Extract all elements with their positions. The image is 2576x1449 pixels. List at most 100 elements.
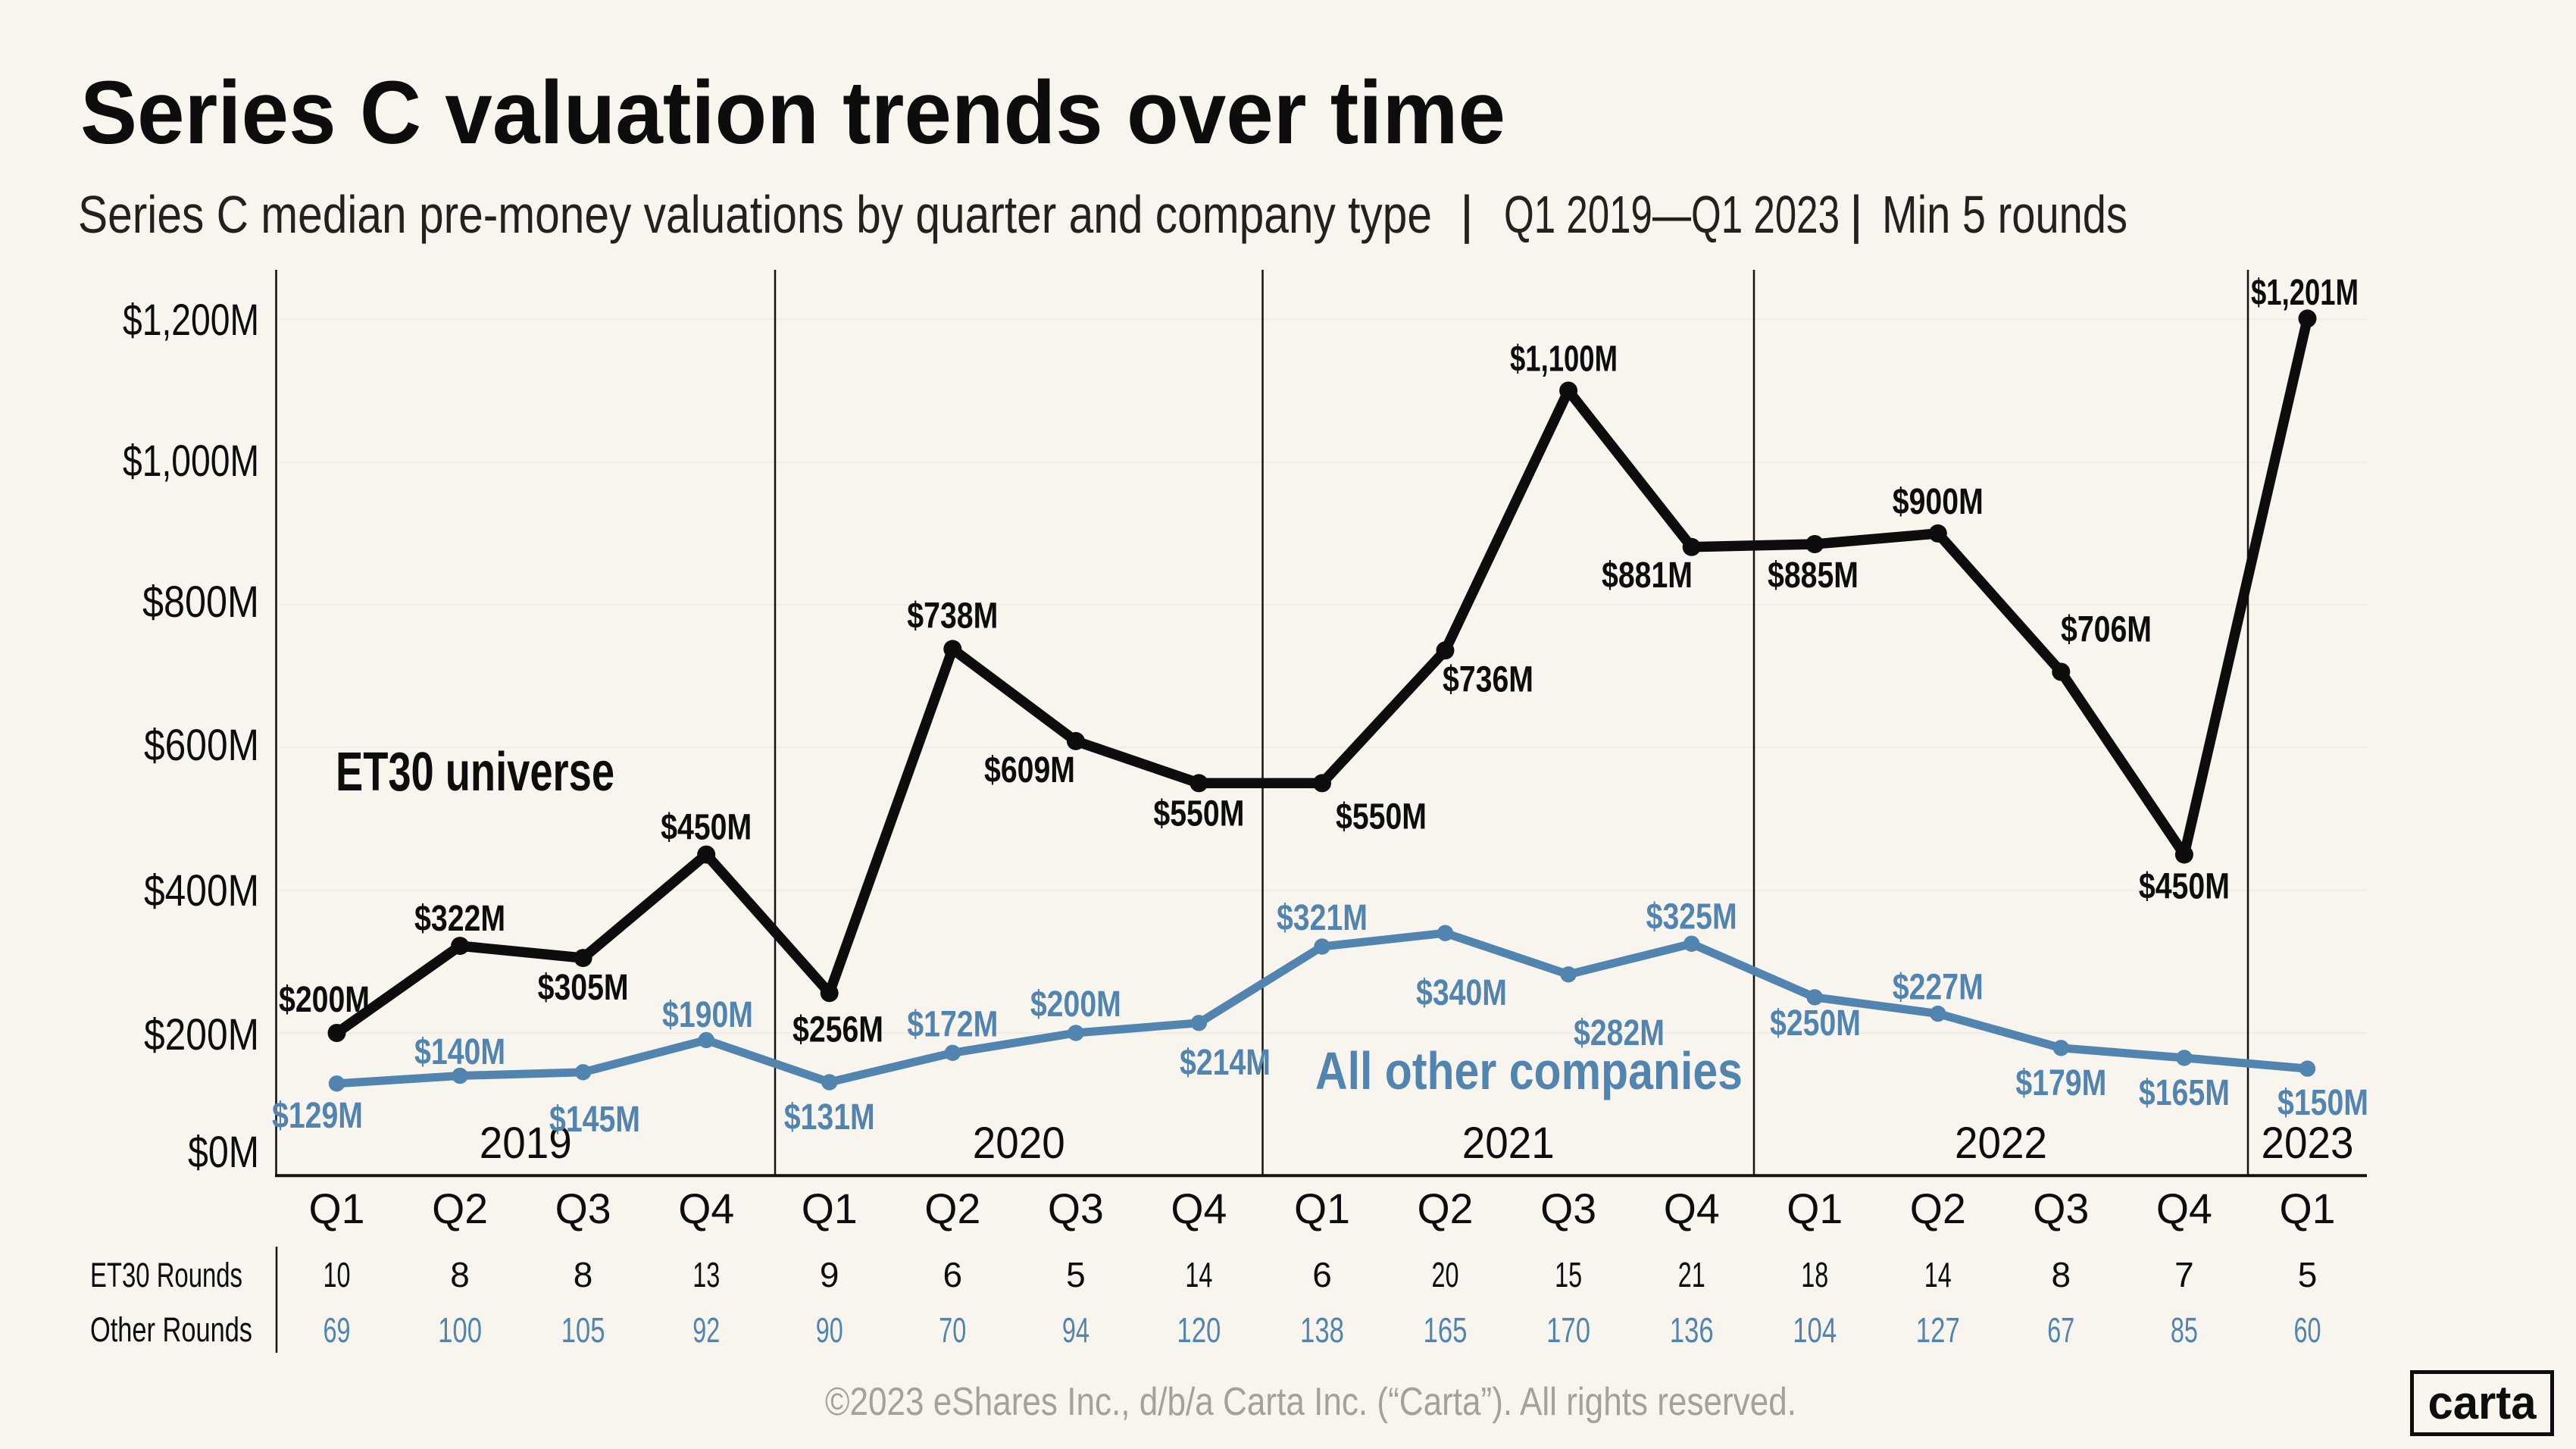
- svg-text:$450M: $450M: [661, 808, 752, 848]
- svg-text:15: 15: [1555, 1255, 1582, 1294]
- svg-text:18: 18: [1801, 1255, 1828, 1294]
- svg-text:$1,000M: $1,000M: [123, 437, 259, 486]
- svg-text:94: 94: [1062, 1310, 1089, 1350]
- svg-text:$609M: $609M: [984, 750, 1075, 790]
- svg-text:$340M: $340M: [1416, 973, 1507, 1013]
- svg-text:$140M: $140M: [414, 1032, 505, 1072]
- svg-text:$145M: $145M: [549, 1100, 640, 1140]
- svg-text:2023: 2023: [2262, 1119, 2354, 1168]
- svg-text:$550M: $550M: [1336, 796, 1427, 837]
- svg-text:carta: carta: [2428, 1377, 2537, 1429]
- svg-text:2020: 2020: [973, 1119, 1065, 1168]
- svg-text:Q4: Q4: [1171, 1185, 1227, 1232]
- svg-text:Q1: Q1: [802, 1185, 858, 1232]
- svg-text:Q2: Q2: [924, 1185, 980, 1232]
- svg-text:$165M: $165M: [2139, 1073, 2230, 1113]
- svg-text:Q1: Q1: [1787, 1185, 1843, 1232]
- svg-text:127: 127: [1916, 1310, 1960, 1350]
- svg-text:69: 69: [324, 1310, 351, 1350]
- svg-text:8: 8: [450, 1255, 470, 1294]
- svg-text:10: 10: [324, 1255, 351, 1294]
- svg-text:Q2: Q2: [1910, 1185, 1966, 1232]
- svg-text:$1,201M: $1,201M: [2251, 273, 2359, 313]
- svg-text:All other companies: All other companies: [1315, 1041, 1743, 1100]
- svg-text:2022: 2022: [1955, 1119, 2047, 1168]
- svg-text:$550M: $550M: [1153, 793, 1244, 834]
- svg-text:Q4: Q4: [678, 1185, 734, 1232]
- svg-text:5: 5: [2298, 1255, 2318, 1294]
- svg-text:$200M: $200M: [144, 1010, 259, 1059]
- svg-text:8: 8: [2052, 1255, 2071, 1294]
- svg-text:Series C median pre-money valu: Series C median pre-money valuations by …: [78, 185, 1432, 244]
- svg-text:21: 21: [1678, 1255, 1705, 1294]
- svg-text:2019: 2019: [480, 1119, 572, 1168]
- svg-text:$227M: $227M: [1893, 968, 1984, 1008]
- svg-text:Q3: Q3: [1048, 1185, 1104, 1232]
- svg-text:Q2: Q2: [1418, 1185, 1474, 1232]
- svg-text:$450M: $450M: [2139, 867, 2230, 907]
- svg-text:105: 105: [561, 1310, 605, 1350]
- svg-text:90: 90: [816, 1310, 843, 1350]
- svg-text:$214M: $214M: [1180, 1043, 1271, 1083]
- svg-text:$322M: $322M: [414, 899, 505, 939]
- svg-text:$800M: $800M: [142, 577, 259, 627]
- svg-text:60: 60: [2294, 1310, 2321, 1350]
- svg-text:136: 136: [1670, 1310, 1714, 1350]
- svg-text:8: 8: [574, 1255, 593, 1294]
- svg-text:Min 5 rounds: Min 5 rounds: [1882, 185, 2127, 244]
- svg-text:$325M: $325M: [1646, 897, 1737, 937]
- svg-text:$400M: $400M: [144, 866, 259, 915]
- svg-text:Q3: Q3: [555, 1185, 611, 1232]
- svg-text:$706M: $706M: [2061, 610, 2152, 650]
- svg-text:$900M: $900M: [1893, 482, 1984, 522]
- svg-text:14: 14: [1924, 1255, 1952, 1294]
- svg-text:$179M: $179M: [2015, 1063, 2106, 1103]
- svg-text:$305M: $305M: [538, 968, 629, 1008]
- svg-text:Q3: Q3: [1540, 1185, 1596, 1232]
- svg-text:104: 104: [1793, 1310, 1837, 1350]
- svg-text:7: 7: [2174, 1255, 2194, 1294]
- svg-text:13: 13: [692, 1255, 720, 1294]
- svg-text:$1,200M: $1,200M: [123, 296, 259, 345]
- svg-text:Q2: Q2: [432, 1185, 488, 1232]
- svg-text:138: 138: [1300, 1310, 1344, 1350]
- svg-text:|: |: [1460, 185, 1474, 244]
- svg-text:ET30 Rounds: ET30 Rounds: [90, 1256, 242, 1294]
- svg-text:Q1 2019—Q1 2023: Q1 2019—Q1 2023: [1504, 185, 1840, 244]
- svg-text:$190M: $190M: [662, 995, 753, 1035]
- svg-text:85: 85: [2171, 1310, 2198, 1350]
- svg-text:Other Rounds: Other Rounds: [90, 1310, 252, 1349]
- svg-text:20: 20: [1432, 1255, 1459, 1294]
- svg-text:Q4: Q4: [1664, 1185, 1720, 1232]
- svg-text:Q1: Q1: [309, 1185, 365, 1232]
- svg-text:|: |: [1849, 185, 1863, 244]
- svg-text:$129M: $129M: [272, 1096, 363, 1136]
- svg-text:Q3: Q3: [2033, 1185, 2089, 1232]
- svg-text:165: 165: [1424, 1310, 1468, 1350]
- svg-text:2021: 2021: [1462, 1119, 1555, 1168]
- svg-text:$0M: $0M: [188, 1128, 259, 1177]
- svg-text:$256M: $256M: [792, 1009, 883, 1050]
- svg-text:$738M: $738M: [907, 596, 998, 636]
- svg-text:$600M: $600M: [144, 721, 259, 770]
- svg-text:70: 70: [939, 1310, 966, 1350]
- svg-text:$250M: $250M: [1770, 1003, 1861, 1044]
- svg-text:$881M: $881M: [1602, 556, 1693, 596]
- svg-text:67: 67: [2047, 1310, 2074, 1350]
- svg-text:100: 100: [438, 1310, 482, 1350]
- svg-text:$131M: $131M: [784, 1097, 875, 1138]
- svg-text:Q1: Q1: [2280, 1185, 2336, 1232]
- svg-text:$885M: $885M: [1768, 556, 1859, 596]
- svg-text:$282M: $282M: [1574, 1013, 1665, 1053]
- svg-text:Q4: Q4: [2156, 1185, 2212, 1232]
- svg-text:$321M: $321M: [1277, 898, 1368, 938]
- svg-text:Series C valuation trends over: Series C valuation trends over time: [80, 63, 1505, 163]
- svg-text:ET30 universe: ET30 universe: [336, 742, 614, 803]
- svg-text:Q1: Q1: [1294, 1185, 1350, 1232]
- svg-text:6: 6: [1312, 1255, 1332, 1294]
- svg-text:5: 5: [1066, 1255, 1086, 1294]
- svg-text:$736M: $736M: [1443, 659, 1533, 699]
- svg-text:$172M: $172M: [907, 1004, 998, 1044]
- svg-text:6: 6: [943, 1255, 963, 1294]
- svg-text:14: 14: [1185, 1255, 1212, 1294]
